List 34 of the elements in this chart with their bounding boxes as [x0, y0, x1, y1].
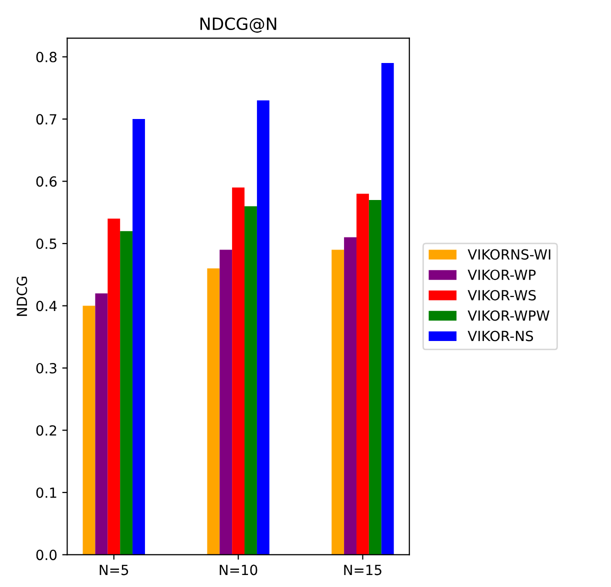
y-tick-label: 0.4: [36, 300, 57, 312]
bar: [82, 306, 96, 555]
bar: [108, 218, 120, 555]
bar: [95, 293, 108, 555]
y-tick-label: 0.8: [36, 52, 57, 62]
y-tick-label: 0.2: [36, 425, 56, 436]
chart-title: NDCG@N: [200, 17, 276, 33]
x-tick-label: N=10: [220, 564, 258, 576]
bar: [368, 200, 382, 555]
bar: [132, 119, 145, 555]
legend-label: VIKOR-WP: [468, 270, 536, 280]
y-tick-label: 0.0: [36, 550, 57, 560]
y-tick-label: 0.7: [36, 114, 56, 125]
y-tick-label: 0.1: [36, 487, 56, 498]
bar: [256, 100, 270, 555]
bar: [244, 206, 257, 555]
legend-label: VIKOR-NS: [468, 330, 534, 342]
legend-label: VIKOR-WS: [468, 290, 536, 300]
y-axis-title: NDCG: [16, 276, 28, 316]
y-tick-label: 0.5: [36, 238, 56, 250]
bar: [381, 63, 394, 555]
x-tick-label: N=15: [344, 564, 382, 576]
bar: [332, 250, 344, 555]
bar: [344, 237, 356, 555]
bar: [207, 268, 220, 555]
legend-label: VIKORNS-WI: [468, 249, 550, 260]
bar: [232, 188, 245, 555]
bar: [120, 231, 133, 555]
x-tick-label: N=5: [100, 564, 128, 576]
y-tick-label: 0.6: [36, 176, 57, 187]
legend-label: VIKOR-WPW: [468, 310, 550, 321]
bar: [356, 194, 369, 555]
y-tick-label: 0.3: [36, 362, 56, 374]
bar: [220, 250, 232, 555]
